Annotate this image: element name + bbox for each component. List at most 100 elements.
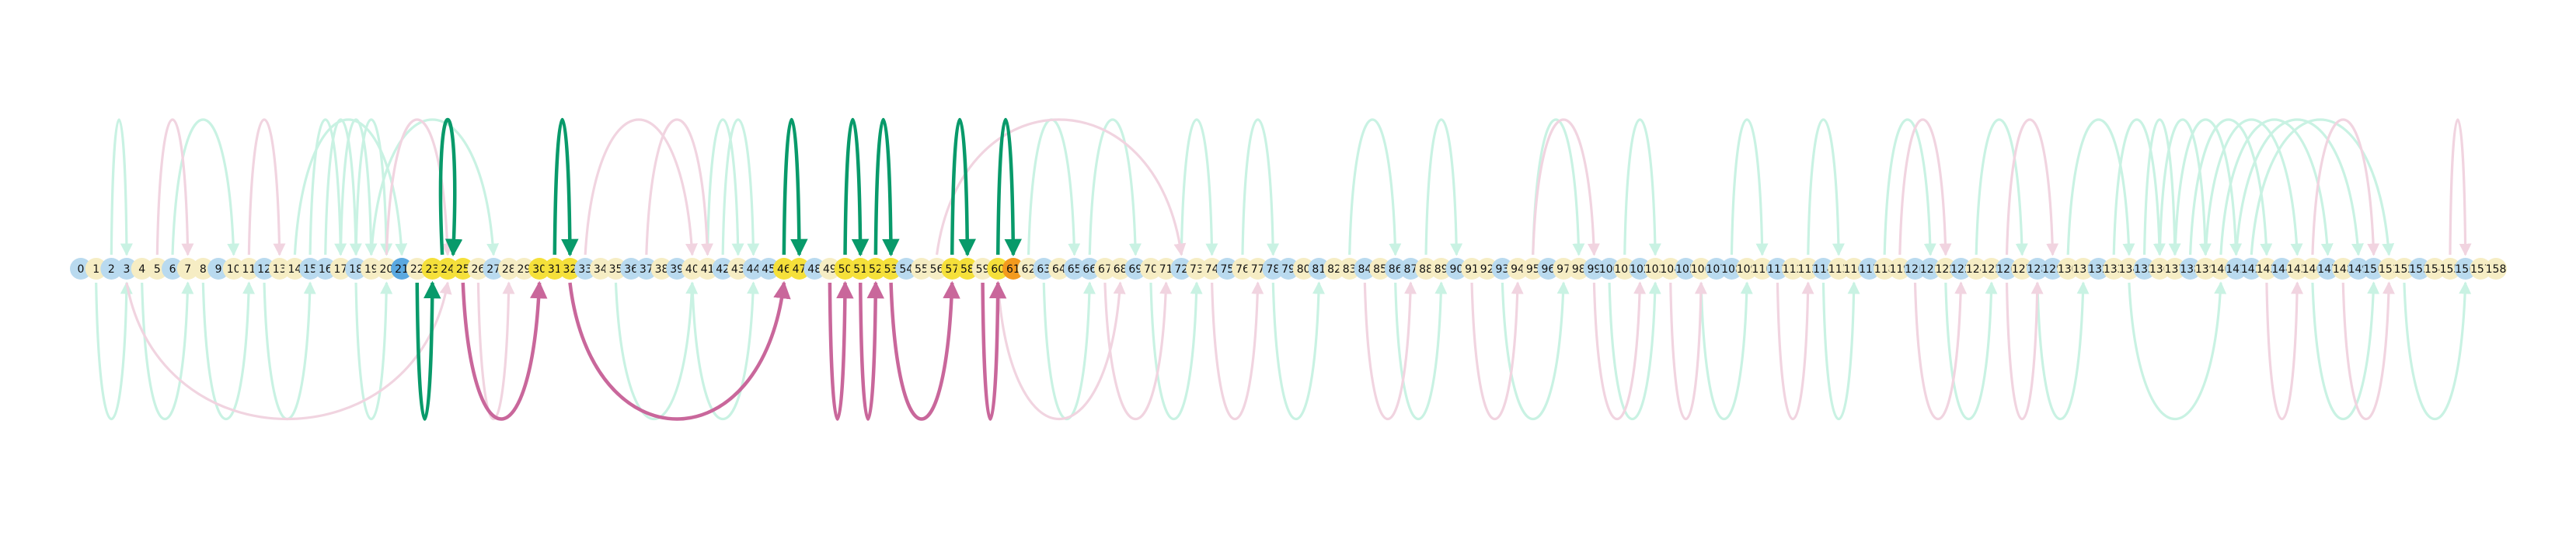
node-88[interactable]: 88 — [1415, 258, 1438, 280]
node-61[interactable]: 61 — [1002, 258, 1024, 280]
node-48[interactable]: 48 — [803, 258, 826, 280]
node-85[interactable]: 85 — [1369, 258, 1392, 280]
node-89[interactable]: 89 — [1430, 258, 1452, 280]
node-39[interactable]: 39 — [666, 258, 688, 280]
node-40[interactable]: 40 — [681, 258, 703, 280]
node-32[interactable]: 32 — [559, 258, 581, 280]
node-4[interactable]: 4 — [131, 258, 153, 280]
node-60[interactable]: 60 — [987, 258, 1009, 280]
node-45[interactable]: 45 — [758, 258, 780, 280]
node-47[interactable]: 47 — [788, 258, 810, 280]
node-96[interactable]: 96 — [1537, 258, 1560, 280]
node-6[interactable]: 6 — [162, 258, 184, 280]
node-36[interactable]: 36 — [620, 258, 643, 280]
node-81[interactable]: 81 — [1308, 258, 1330, 280]
node-64[interactable]: 64 — [1047, 258, 1070, 280]
node-38[interactable]: 38 — [650, 258, 673, 280]
node-49[interactable]: 49 — [818, 258, 841, 280]
node-51[interactable]: 51 — [849, 258, 872, 280]
node-23[interactable]: 23 — [421, 258, 444, 280]
node-80[interactable]: 80 — [1292, 258, 1315, 280]
node-16[interactable]: 16 — [314, 258, 336, 280]
node-29[interactable]: 29 — [513, 258, 535, 280]
node-28[interactable]: 28 — [497, 258, 520, 280]
node-7[interactable]: 7 — [176, 258, 199, 280]
node-84[interactable]: 84 — [1354, 258, 1376, 280]
node-99[interactable]: 99 — [1583, 258, 1605, 280]
node-58[interactable]: 58 — [956, 258, 978, 280]
node-11[interactable]: 11 — [238, 258, 260, 280]
node-158[interactable]: 158 — [2485, 258, 2507, 280]
node-44[interactable]: 44 — [742, 258, 765, 280]
node-79[interactable]: 79 — [1278, 258, 1299, 280]
node-43[interactable]: 43 — [727, 258, 749, 280]
node-13[interactable]: 13 — [268, 258, 291, 280]
node-98[interactable]: 98 — [1567, 258, 1590, 280]
node-17[interactable]: 17 — [329, 258, 352, 280]
node-14[interactable]: 14 — [284, 258, 306, 280]
node-75[interactable]: 75 — [1216, 258, 1239, 280]
node-82[interactable]: 82 — [1323, 258, 1346, 280]
node-68[interactable]: 68 — [1109, 258, 1131, 280]
node-93[interactable]: 93 — [1491, 258, 1514, 280]
node-41[interactable]: 41 — [696, 258, 719, 280]
node-50[interactable]: 50 — [834, 258, 856, 280]
node-52[interactable]: 52 — [864, 258, 887, 280]
node-59[interactable]: 59 — [971, 258, 994, 280]
node-20[interactable]: 20 — [375, 258, 398, 280]
node-8[interactable]: 8 — [192, 258, 214, 280]
node-78[interactable]: 78 — [1262, 258, 1285, 280]
node-31[interactable]: 31 — [543, 258, 566, 280]
node-74[interactable]: 74 — [1201, 258, 1223, 280]
node-42[interactable]: 42 — [712, 258, 734, 280]
node-92[interactable]: 92 — [1476, 258, 1498, 280]
node-70[interactable]: 70 — [1139, 258, 1162, 280]
node-0[interactable]: 0 — [70, 258, 92, 280]
node-91[interactable]: 91 — [1461, 258, 1483, 280]
node-63[interactable]: 63 — [1033, 258, 1055, 280]
node-83[interactable]: 83 — [1338, 258, 1361, 280]
node-90[interactable]: 90 — [1445, 258, 1468, 280]
node-10[interactable]: 10 — [222, 258, 245, 280]
node-24[interactable]: 24 — [437, 258, 459, 280]
node-56[interactable]: 56 — [925, 258, 948, 280]
node-53[interactable]: 53 — [880, 258, 902, 280]
node-33[interactable]: 33 — [574, 258, 597, 280]
node-37[interactable]: 37 — [635, 258, 657, 280]
node-18[interactable]: 18 — [345, 258, 368, 280]
node-72[interactable]: 72 — [1170, 258, 1193, 280]
node-94[interactable]: 94 — [1507, 258, 1529, 280]
node-66[interactable]: 66 — [1079, 258, 1101, 280]
node-22[interactable]: 22 — [406, 258, 428, 280]
node-26[interactable]: 26 — [467, 258, 490, 280]
node-55[interactable]: 55 — [910, 258, 932, 280]
node-21[interactable]: 21 — [391, 258, 413, 280]
node-71[interactable]: 71 — [1155, 258, 1177, 280]
node-86[interactable]: 86 — [1384, 258, 1407, 280]
node-95[interactable]: 95 — [1522, 258, 1544, 280]
node-27[interactable]: 27 — [483, 258, 505, 280]
node-35[interactable]: 35 — [605, 258, 627, 280]
node-69[interactable]: 69 — [1124, 258, 1147, 280]
node-5[interactable]: 5 — [146, 258, 169, 280]
node-19[interactable]: 19 — [360, 258, 382, 280]
node-1[interactable]: 1 — [85, 258, 107, 280]
node-87[interactable]: 87 — [1400, 258, 1422, 280]
node-15[interactable]: 15 — [299, 258, 322, 280]
node-57[interactable]: 57 — [941, 258, 964, 280]
node-76[interactable]: 76 — [1231, 258, 1253, 280]
node-67[interactable]: 67 — [1093, 258, 1116, 280]
node-2[interactable]: 2 — [100, 258, 123, 280]
node-62[interactable]: 62 — [1017, 258, 1040, 280]
node-73[interactable]: 73 — [1185, 258, 1208, 280]
node-54[interactable]: 54 — [895, 258, 918, 280]
node-3[interactable]: 3 — [116, 258, 138, 280]
node-34[interactable]: 34 — [589, 258, 612, 280]
node-77[interactable]: 77 — [1246, 258, 1269, 280]
node-46[interactable]: 46 — [772, 258, 795, 280]
node-9[interactable]: 9 — [207, 258, 230, 280]
node-30[interactable]: 30 — [528, 258, 551, 280]
node-97[interactable]: 97 — [1553, 258, 1575, 280]
node-25[interactable]: 25 — [451, 258, 474, 280]
node-65[interactable]: 65 — [1063, 258, 1086, 280]
